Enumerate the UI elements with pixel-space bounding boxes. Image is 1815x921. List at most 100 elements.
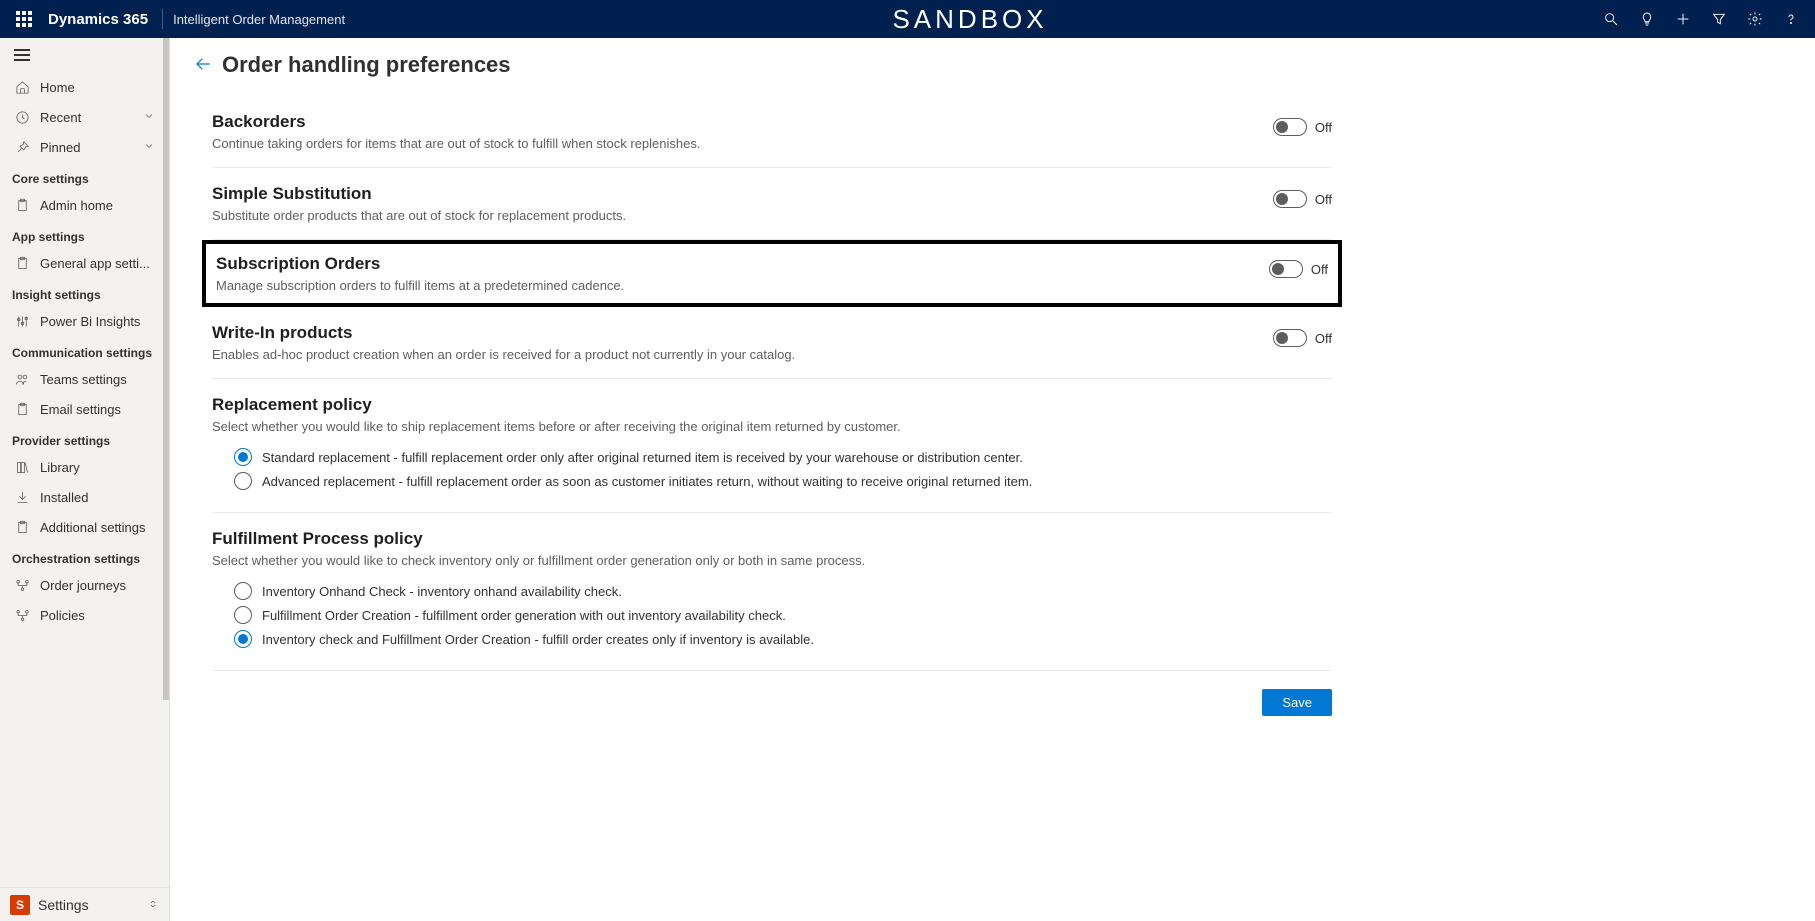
search-icon[interactable] [1595,3,1627,35]
module-label: Intelligent Order Management [173,12,345,27]
radio-advanced-replacement[interactable]: Advanced replacement - fulfill replaceme… [234,472,1332,490]
setting-desc: Manage subscription orders to fulfill it… [216,278,1256,293]
settings-list: Backorders Continue taking orders for it… [212,96,1332,716]
waffle-icon [16,11,32,27]
radio-standard-replacement[interactable]: Standard replacement - fulfill replaceme… [234,448,1332,466]
sidebar-item-label: Email settings [40,402,121,417]
help-icon[interactable] [1775,3,1807,35]
app-launcher[interactable] [8,0,40,38]
clipboard-icon [14,519,30,535]
sliders-icon [14,313,30,329]
setting-replacement: Replacement policy Select whether you wo… [212,379,1332,513]
sidebar: Home Recent Pinned Core settings Admin h… [0,38,170,921]
toggle-subscription[interactable] [1269,260,1303,278]
setting-desc: Select whether you would like to check i… [212,553,1332,568]
radio-label: Fulfillment Order Creation - fulfillment… [262,608,786,623]
sidebar-item-home[interactable]: Home [0,72,169,102]
replacement-radio-group: Standard replacement - fulfill replaceme… [234,448,1332,490]
flow-icon [14,607,30,623]
sidebar-item-label: Recent [40,110,81,125]
radio-icon [234,582,252,600]
divider [162,9,163,29]
setting-title: Backorders [212,112,1260,132]
sidebar-scrollbar[interactable] [161,38,169,887]
sidebar-item-library[interactable]: Library [0,452,169,482]
save-button[interactable]: Save [1262,689,1332,716]
sidebar-item-label: Pinned [40,140,80,155]
back-button[interactable] [194,55,212,76]
sidebar-item-order-journeys[interactable]: Order journeys [0,570,169,600]
sidebar-item-label: Additional settings [40,520,146,535]
setting-backorders: Backorders Continue taking orders for it… [212,96,1332,168]
sidebar-item-email[interactable]: Email settings [0,394,169,424]
area-switcher[interactable]: S Settings [0,887,169,921]
add-icon[interactable] [1667,3,1699,35]
clipboard-icon [14,255,30,271]
radio-inventory-and-fulfillment[interactable]: Inventory check and Fulfillment Order Cr… [234,630,1332,648]
radio-label: Advanced replacement - fulfill replaceme… [262,474,1032,489]
sidebar-item-admin-home[interactable]: Admin home [0,190,169,220]
clock-icon [14,109,30,125]
sidebar-group-comm: Communication settings [0,336,169,364]
home-icon [14,79,30,95]
sidebar-item-label: Power Bi Insights [40,314,140,329]
setting-title: Simple Substitution [212,184,1260,204]
sidebar-item-additional[interactable]: Additional settings [0,512,169,542]
sidebar-group-provider: Provider settings [0,424,169,452]
sidebar-item-teams[interactable]: Teams settings [0,364,169,394]
area-label: Settings [38,897,89,913]
setting-desc: Enables ad-hoc product creation when an … [212,347,1260,362]
setting-title: Subscription Orders [216,254,1256,274]
sidebar-item-label: General app setti... [40,256,150,271]
radio-label: Inventory Onhand Check - inventory onhan… [262,584,622,599]
toggle-backorders[interactable] [1273,118,1307,136]
setting-substitution: Simple Substitution Substitute order pro… [212,168,1332,240]
radio-label: Standard replacement - fulfill replaceme… [262,450,1023,465]
radio-icon [234,472,252,490]
chevron-down-icon [143,140,155,155]
setting-title: Write-In products [212,323,1260,343]
radio-inventory-check[interactable]: Inventory Onhand Check - inventory onhan… [234,582,1332,600]
clipboard-icon [14,401,30,417]
page-title: Order handling preferences [222,52,511,78]
sidebar-item-label: Admin home [40,198,113,213]
toggle-state: Off [1315,120,1332,135]
toggle-state: Off [1315,331,1332,346]
toggle-writein[interactable] [1273,329,1307,347]
topbar-actions [1595,3,1807,35]
brand-label[interactable]: Dynamics 365 [48,11,148,28]
setting-subscription: Subscription Orders Manage subscription … [216,254,1328,293]
area-badge: S [10,895,30,915]
sidebar-scroll: Home Recent Pinned Core settings Admin h… [0,38,169,887]
pin-icon [14,139,30,155]
toggle-substitution[interactable] [1273,190,1307,208]
sidebar-item-general-app[interactable]: General app setti... [0,248,169,278]
main: Order handling preferences Backorders Co… [170,38,1815,921]
fulfillment-radio-group: Inventory Onhand Check - inventory onhan… [234,582,1332,648]
sidebar-item-installed[interactable]: Installed [0,482,169,512]
radio-icon [234,630,252,648]
toggle-state: Off [1315,192,1332,207]
setting-title: Replacement policy [212,395,1332,415]
sidebar-item-label: Teams settings [40,372,127,387]
sidebar-item-powerbi[interactable]: Power Bi Insights [0,306,169,336]
sidebar-item-recent[interactable]: Recent [0,102,169,132]
setting-desc: Substitute order products that are out o… [212,208,1260,223]
highlighted-setting: Subscription Orders Manage subscription … [202,240,1342,307]
shell: Home Recent Pinned Core settings Admin h… [0,38,1815,921]
sidebar-item-pinned[interactable]: Pinned [0,132,169,162]
sidebar-item-policies[interactable]: Policies [0,600,169,630]
lightbulb-icon[interactable] [1631,3,1663,35]
radio-fulfillment-creation[interactable]: Fulfillment Order Creation - fulfillment… [234,606,1332,624]
setting-desc: Continue taking orders for items that ar… [212,136,1260,151]
gear-icon[interactable] [1739,3,1771,35]
sidebar-item-label: Installed [40,490,88,505]
sidebar-item-label: Home [40,80,75,95]
filter-icon[interactable] [1703,3,1735,35]
chevron-updown-icon [147,897,159,913]
page-header: Order handling preferences [194,52,1791,78]
sidebar-toggle[interactable] [14,49,30,61]
sidebar-item-label: Policies [40,608,85,623]
sidebar-item-label: Library [40,460,80,475]
setting-desc: Select whether you would like to ship re… [212,419,1332,434]
